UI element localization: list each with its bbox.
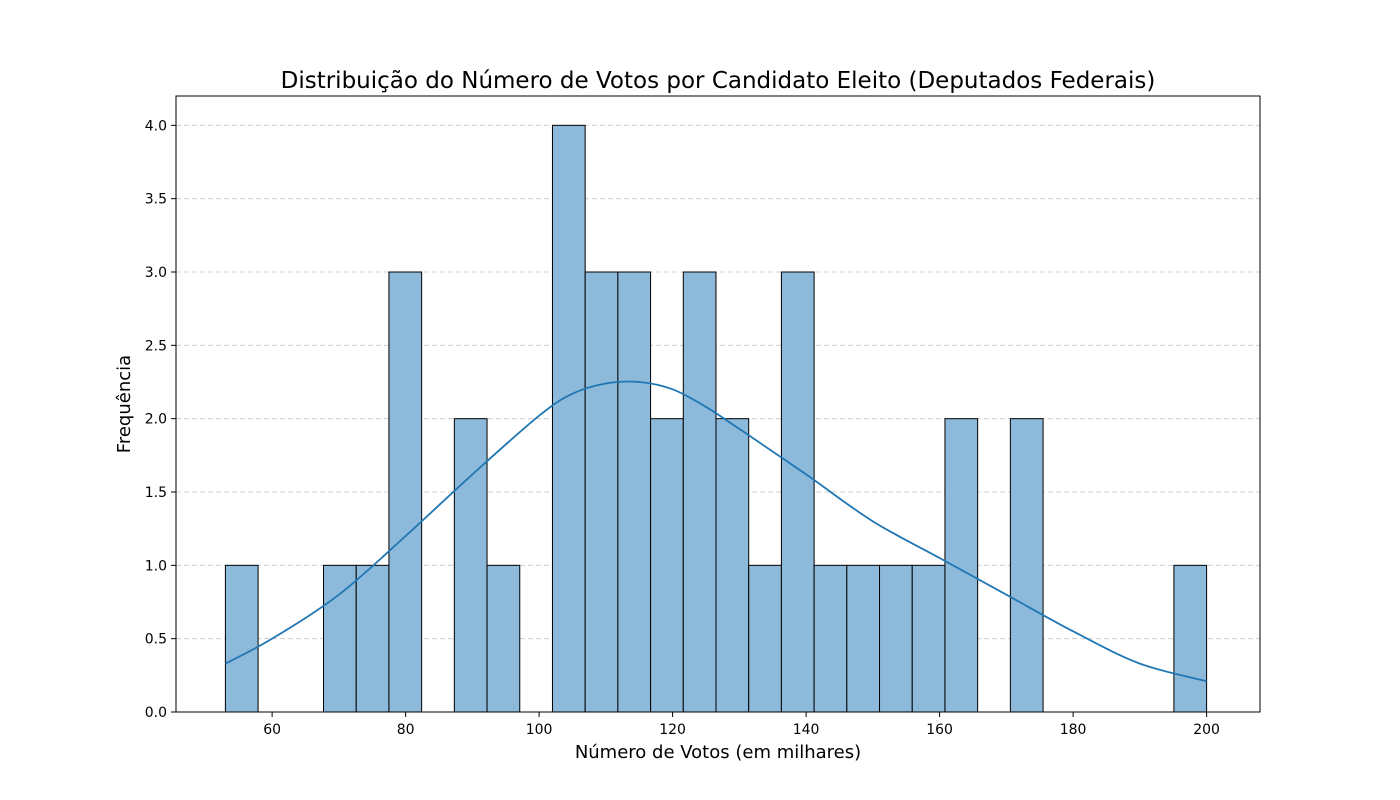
kde-curve [224, 380, 1207, 683]
x-tick-label: 160 [926, 722, 953, 738]
histogram-bar [715, 418, 750, 713]
y-tick-label: 0.0 [145, 705, 167, 721]
y-tick-label: 3.5 [145, 192, 167, 208]
x-tick-label: 100 [526, 722, 553, 738]
y-tick-label: 4.0 [145, 118, 167, 134]
histogram-bar [355, 564, 390, 713]
chart-title: Distribuição do Número de Votos por Cand… [281, 68, 1156, 94]
y-tick-label: 3.0 [145, 265, 167, 281]
histogram-bar [486, 564, 521, 713]
histogram-bar [813, 564, 848, 713]
x-axis-label: Número de Votos (em milhares) [575, 742, 861, 763]
y-tick-label: 2.0 [145, 412, 167, 428]
histogram-bar [388, 271, 423, 713]
histogram-bar [846, 564, 881, 713]
histogram-bar [748, 564, 782, 713]
y-axis-ticks: 0.0 0.5 1.0 1.5 2.0 2.5 3.0 3.5 4.0 [145, 118, 176, 721]
histogram-bar [780, 271, 815, 713]
histogram-bar [911, 564, 946, 713]
x-tick-label: 80 [397, 722, 415, 738]
histogram-bar [453, 418, 488, 713]
y-tick-label: 2.5 [145, 338, 167, 354]
plot-frame [175, 95, 1261, 713]
histogram-bar [323, 564, 357, 713]
x-axis-ticks: 60 80 100 120 140 160 180 200 [263, 712, 1220, 738]
bars-layer [224, 124, 1208, 713]
histogram-bar [584, 271, 619, 713]
histogram-bar [650, 418, 684, 713]
y-tick-label: 1.5 [145, 485, 167, 501]
histogram-bar [551, 124, 586, 713]
histogram-bar [879, 564, 913, 713]
kde-layer [224, 380, 1207, 683]
histogram-bar [1173, 564, 1208, 713]
histogram-bar [224, 564, 259, 713]
histogram-bar [944, 418, 979, 713]
histogram-bar [1009, 418, 1044, 713]
x-tick-label: 200 [1193, 722, 1220, 738]
y-tick-label: 0.5 [145, 632, 167, 648]
x-tick-label: 140 [793, 722, 820, 738]
y-axis-label: Frequência [114, 355, 135, 453]
x-tick-label: 120 [659, 722, 686, 738]
histogram-bar [617, 271, 652, 713]
x-tick-label: 60 [263, 722, 281, 738]
histogram-bar [682, 271, 717, 713]
y-tick-label: 1.0 [145, 558, 167, 574]
x-tick-label: 180 [1060, 722, 1087, 738]
